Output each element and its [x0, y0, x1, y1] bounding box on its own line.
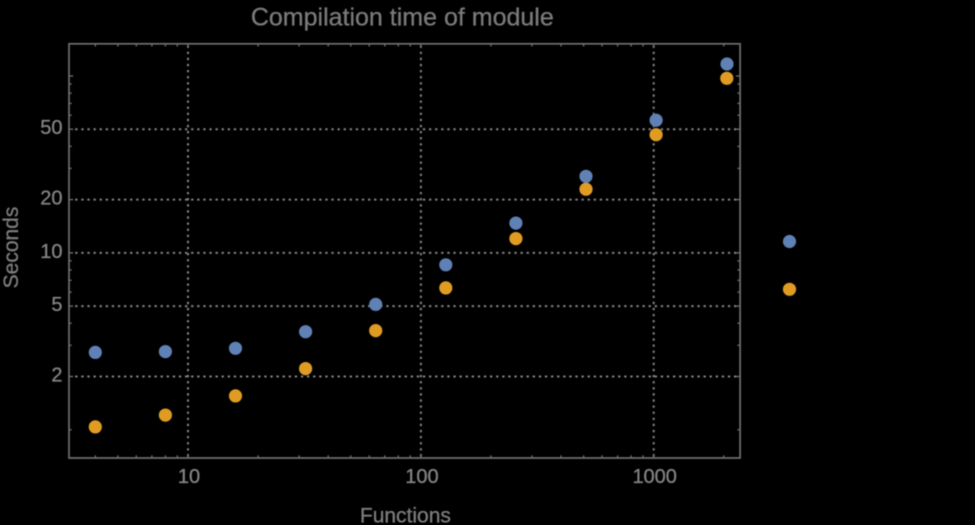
svg-text:2: 2	[51, 364, 62, 386]
svg-text:Seconds: Seconds	[0, 207, 23, 289]
svg-text:100: 100	[405, 466, 438, 488]
svg-text:Compilation time of module: Compilation time of module	[251, 3, 554, 31]
svg-text:Functions: Functions	[360, 505, 451, 525]
svg-text:10: 10	[178, 466, 200, 488]
svg-text:20: 20	[40, 188, 62, 210]
svg-text:10: 10	[40, 241, 62, 263]
svg-text:50: 50	[40, 117, 62, 139]
svg-text:1000: 1000	[632, 466, 677, 488]
svg-text:5: 5	[51, 294, 62, 316]
